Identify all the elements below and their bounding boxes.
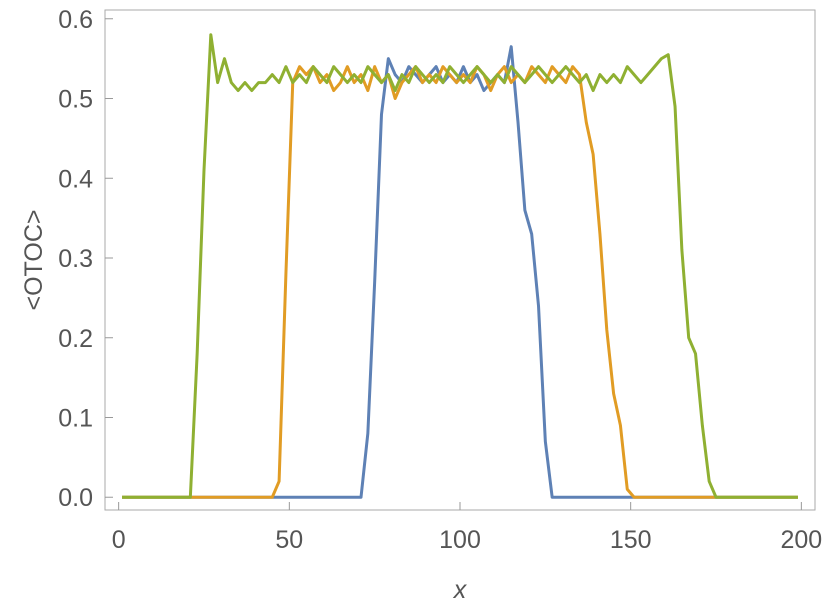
series-line xyxy=(122,33,798,499)
y-tick-label: 0.2 xyxy=(58,325,93,353)
y-tick-label: 0.6 xyxy=(58,6,93,34)
x-tick-label: 100 xyxy=(439,526,481,554)
plot-frame xyxy=(104,9,816,511)
y-axis-label: <OTOC> xyxy=(20,210,48,311)
series-line xyxy=(122,45,798,499)
x-tick-label: 200 xyxy=(780,526,822,554)
y-tick-label: 0.0 xyxy=(58,484,93,512)
x-axis-label: x xyxy=(453,576,468,604)
x-tick-label: 150 xyxy=(610,526,652,554)
y-tick-label: 0.1 xyxy=(58,404,93,432)
y-tick-label: 0.3 xyxy=(58,245,93,273)
x-tick-label: 0 xyxy=(112,526,126,554)
x-tick-label: 50 xyxy=(275,526,303,554)
y-tick-label: 0.5 xyxy=(58,86,93,114)
y-tick-label: 0.4 xyxy=(58,165,93,193)
series-line xyxy=(122,65,798,499)
